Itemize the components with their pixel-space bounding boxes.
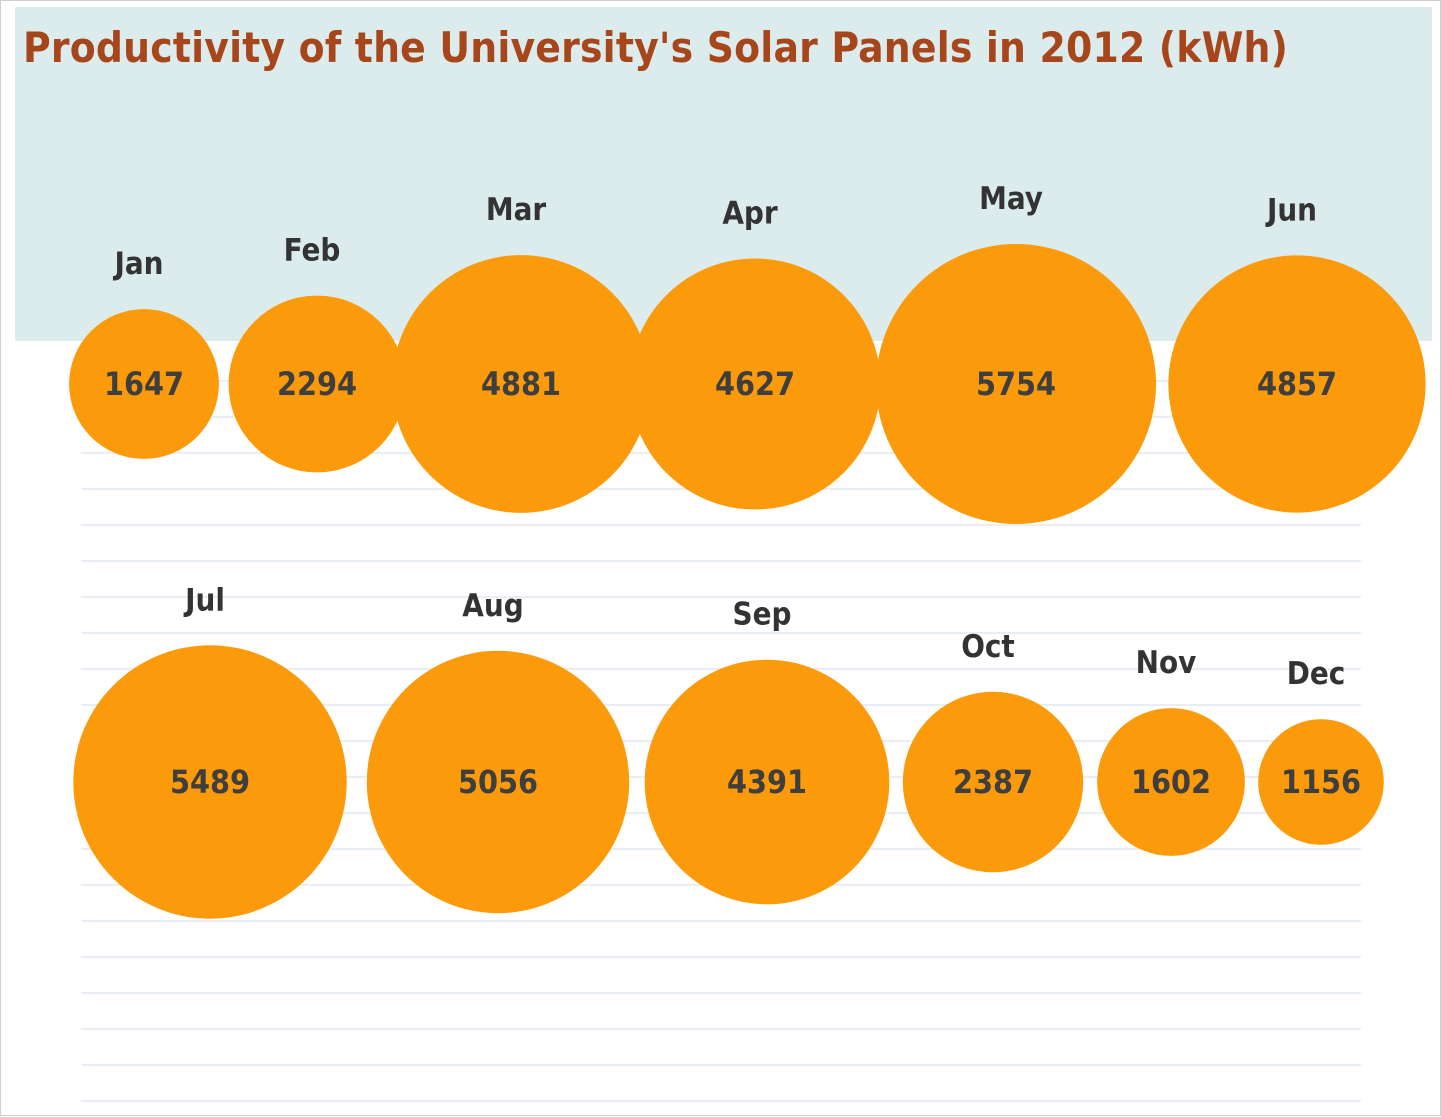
bubble-group-feb: 2294 Feb (228, 233, 406, 473)
bubble-dec (1258, 719, 1384, 845)
value-label-jan: 1647 (104, 365, 184, 403)
month-label-mar: Mar (486, 192, 547, 228)
chart-title: Productivity of the University's Solar P… (23, 23, 1289, 72)
bubble-jul (73, 645, 347, 919)
bubble-feb (228, 295, 406, 473)
month-label-sep: Sep (733, 597, 792, 633)
month-label-jul: Jul (183, 582, 225, 618)
month-label-may: May (979, 181, 1043, 217)
value-label-oct: 2387 (953, 763, 1033, 801)
bubble-group-dec: 1156 Dec (1258, 656, 1384, 845)
bubble-group-mar: 4881 Mar (392, 192, 650, 513)
bubble-group-jul: 5489 Jul (73, 582, 347, 919)
bubble-jun (1168, 255, 1426, 513)
bubble-group-apr: 4627 Apr (629, 195, 881, 510)
value-label-nov: 1602 (1131, 763, 1211, 801)
value-label-may: 5754 (976, 365, 1056, 403)
value-label-jun: 4857 (1257, 365, 1337, 403)
bubble-aug (366, 650, 630, 914)
bubble-jan (69, 309, 219, 459)
value-label-feb: 2294 (277, 365, 357, 403)
bubble-sep (644, 659, 890, 905)
bubble-group-jan: 1647 Jan (69, 246, 219, 459)
bubble-group-aug: 5056 Aug (366, 588, 630, 914)
value-label-sep: 4391 (727, 763, 807, 801)
value-label-apr: 4627 (715, 365, 795, 403)
month-label-oct: Oct (961, 629, 1015, 665)
value-label-mar: 4881 (481, 365, 561, 403)
month-label-feb: Feb (284, 233, 341, 269)
bubble-group-nov: 1602 Nov (1097, 645, 1245, 856)
month-label-aug: Aug (462, 588, 523, 624)
bubble-oct (902, 691, 1084, 873)
month-label-jan: Jan (112, 246, 163, 282)
bubble-apr (629, 258, 881, 510)
bubble-group-sep: 4391 Sep (644, 597, 890, 905)
month-label-nov: Nov (1136, 645, 1197, 681)
bubble-may (876, 244, 1156, 524)
month-label-dec: Dec (1287, 656, 1346, 692)
bubble-nov (1097, 708, 1245, 856)
value-label-dec: 1156 (1281, 763, 1361, 801)
bubble-group-jun: 4857 Jun (1168, 192, 1426, 513)
value-label-jul: 5489 (170, 763, 250, 801)
value-label-aug: 5056 (458, 763, 538, 801)
bubble-group-oct: 2387 Oct (902, 629, 1084, 873)
month-label-apr: Apr (722, 195, 778, 231)
bubble-mar (392, 255, 650, 513)
month-label-jun: Jun (1265, 192, 1317, 228)
bubble-group-may: 5754 May (876, 181, 1156, 524)
